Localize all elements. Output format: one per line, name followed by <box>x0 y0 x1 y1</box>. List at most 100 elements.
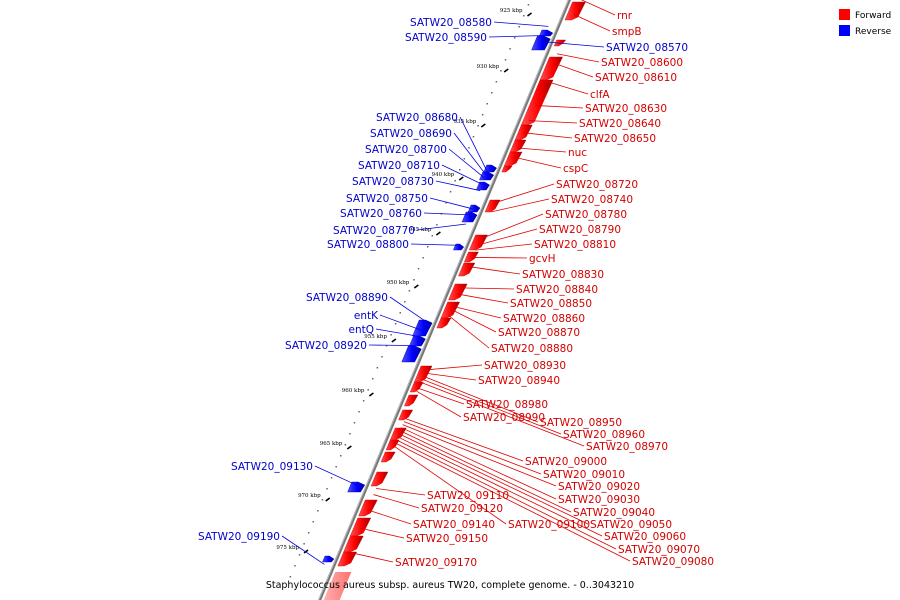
forward-gene-label[interactable]: SATW20_09140 <box>413 519 495 531</box>
forward-gene-label[interactable]: SATW20_09070 <box>618 544 700 556</box>
forward-gene-block <box>323 572 352 600</box>
forward-gene-label[interactable]: SATW20_08720 <box>556 179 638 191</box>
scale-dot <box>353 422 356 424</box>
reverse-gene-label[interactable]: SATW20_08920 <box>285 340 367 352</box>
scale-dot <box>417 268 420 270</box>
reverse-gene-label[interactable]: SATW20_08730 <box>352 176 434 188</box>
forward-gene-label[interactable]: SATW20_09100 <box>508 519 590 531</box>
leader-line <box>375 328 420 337</box>
forward-gene-label[interactable]: SATW20_08650 <box>574 133 656 145</box>
forward-gene-label[interactable]: SATW20_09080 <box>632 556 714 568</box>
forward-gene-label[interactable]: SATW20_08740 <box>551 194 633 206</box>
leader-line <box>448 148 486 179</box>
scale-tick-label: 955 kbp <box>364 334 387 340</box>
forward-gene-label[interactable]: SATW20_09170 <box>395 557 477 569</box>
scale-dot <box>486 103 488 105</box>
forward-gene-label[interactable]: SATW20_08880 <box>491 343 573 355</box>
forward-gene-label[interactable]: SATW20_08610 <box>595 72 677 84</box>
leader-line <box>494 183 555 204</box>
forward-gene-label[interactable]: clfA <box>590 89 610 101</box>
forward-gene-label[interactable]: SATW20_08780 <box>545 209 627 221</box>
leader-line <box>314 465 358 486</box>
reverse-gene-label[interactable]: SATW20_08890 <box>306 292 388 304</box>
leader-line <box>402 424 557 487</box>
scale-dot <box>459 169 461 171</box>
leader-line <box>556 53 600 63</box>
reverse-gene-label[interactable]: SATW20_08580 <box>410 17 492 29</box>
forward-gene-label[interactable]: SATW20_09050 <box>590 519 672 531</box>
forward-gene-label[interactable]: SATW20_08950 <box>540 417 622 429</box>
scale-dot <box>340 455 342 457</box>
reverse-gene-label[interactable]: SATW20_09190 <box>198 531 280 543</box>
forward-gene-label[interactable]: SATW20_08850 <box>510 298 592 310</box>
reverse-gene-label[interactable]: SATW20_08690 <box>370 128 452 140</box>
leader-line <box>479 213 544 240</box>
scale-tick-label: 930 kbp <box>477 64 500 70</box>
leader-line <box>367 509 412 525</box>
forward-gene-label[interactable]: SATW20_09010 <box>543 469 625 481</box>
forward-gene-label[interactable]: gcvH <box>529 253 556 265</box>
forward-gene-block <box>503 151 523 167</box>
forward-gene-label[interactable]: SATW20_09150 <box>406 533 488 545</box>
forward-gene-label[interactable]: SATW20_08970 <box>586 441 668 453</box>
forward-gene-label[interactable]: smpB <box>612 26 642 38</box>
forward-gene-label[interactable]: SATW20_08640 <box>579 118 661 130</box>
reverse-gene-label[interactable]: SATW20_08590 <box>405 32 487 44</box>
leader-line <box>379 314 422 331</box>
forward-leader-lines <box>349 0 631 563</box>
reverse-gene-label[interactable]: entQ <box>349 324 375 336</box>
scale-dot <box>523 15 525 17</box>
forward-gene-label[interactable]: SATW20_08870 <box>498 327 580 339</box>
forward-gene-label[interactable]: cspC <box>563 163 588 175</box>
scale-dot <box>367 389 369 391</box>
leader-line <box>453 132 487 176</box>
forward-gene-label[interactable]: SATW20_09000 <box>525 456 607 468</box>
forward-gene-label[interactable]: SATW20_09120 <box>421 503 503 515</box>
reverse-gene-label[interactable]: SATW20_08760 <box>340 208 422 220</box>
reverse-gene-label[interactable]: SATW20_08710 <box>358 160 440 172</box>
forward-gene-label[interactable]: SATW20_08860 <box>503 313 585 325</box>
scale-dot <box>394 323 397 325</box>
forward-gene-label[interactable]: SATW20_08840 <box>516 284 598 296</box>
leader-line <box>373 494 420 509</box>
leader-line <box>573 13 611 32</box>
leader-line <box>545 80 589 95</box>
forward-gene-label[interactable]: SATW20_09110 <box>427 490 509 502</box>
reverse-gene-label[interactable]: entK <box>354 310 379 322</box>
forward-gene-label[interactable]: SATW20_08790 <box>539 224 621 236</box>
forward-gene-label[interactable]: SATW20_08960 <box>563 429 645 441</box>
reverse-gene-label[interactable]: SATW20_09130 <box>231 461 313 473</box>
scale-dot <box>445 202 447 204</box>
forward-gene-label[interactable]: SATW20_08830 <box>522 269 604 281</box>
scale-tick <box>391 338 397 343</box>
reverse-gene-label[interactable]: SATW20_08800 <box>327 239 409 251</box>
scale-dot <box>495 81 498 83</box>
forward-gene-label[interactable]: SATW20_08980 <box>466 399 548 411</box>
forward-gene-label[interactable]: SATW20_09020 <box>558 481 640 493</box>
scale-dot <box>413 279 415 281</box>
reverse-gene-label[interactable]: SATW20_08570 <box>606 42 688 54</box>
reverse-gene-labels: SATW20_08580 SATW20_08590 SATW20_08570 SATW… <box>198 17 688 543</box>
forward-gene-label[interactable]: SATW20_09060 <box>604 531 686 543</box>
reverse-gene-label[interactable]: SATW20_08700 <box>365 144 447 156</box>
leader-line <box>435 180 481 191</box>
leader-line <box>459 287 515 290</box>
reverse-gene-label[interactable]: SATW20_08770 <box>333 225 415 237</box>
reverse-gene-label[interactable]: SATW20_08750 <box>346 193 428 205</box>
forward-gene-label[interactable]: SATW20_08810 <box>534 239 616 251</box>
forward-gene-label[interactable]: SATW20_08940 <box>478 375 560 387</box>
scale-dot <box>362 400 365 402</box>
forward-gene-label[interactable]: SATW20_09040 <box>573 507 655 519</box>
forward-gene-block <box>436 317 452 329</box>
forward-gene-label[interactable]: SATW20_08990 <box>463 412 545 424</box>
forward-gene-label[interactable]: nuc <box>568 147 587 159</box>
forward-gene-block <box>358 499 378 517</box>
forward-gene-block <box>409 381 424 393</box>
reverse-gene-block <box>539 29 554 37</box>
forward-gene-label[interactable]: SATW20_08600 <box>601 57 683 69</box>
reverse-gene-label[interactable]: SATW20_08680 <box>376 112 458 124</box>
forward-gene-label[interactable]: SATW20_08630 <box>585 103 667 115</box>
forward-gene-label[interactable]: SATW20_08930 <box>484 360 566 372</box>
forward-gene-label[interactable]: SATW20_09030 <box>558 494 640 506</box>
forward-gene-label[interactable]: rnr <box>617 10 633 22</box>
